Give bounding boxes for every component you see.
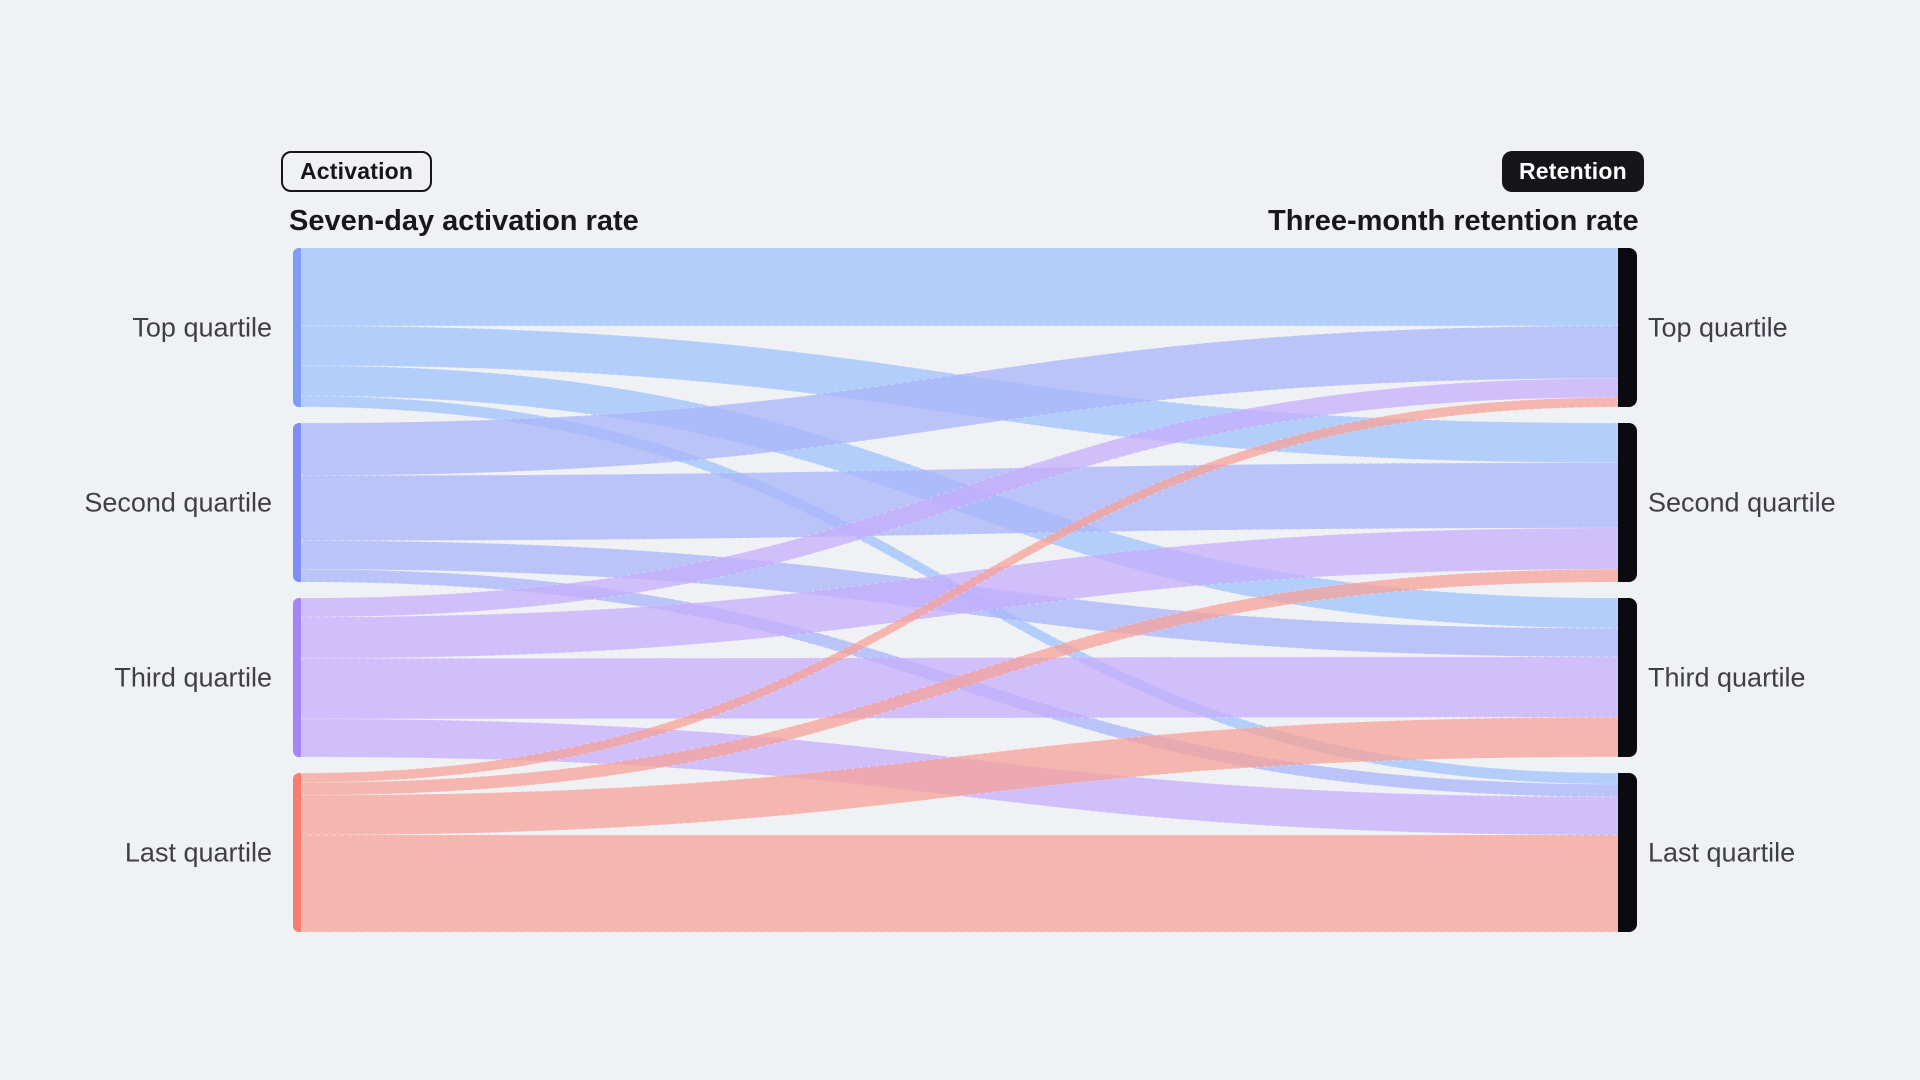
right-node-bar-1 bbox=[1618, 423, 1637, 582]
right-node-label-last-quartile: Last quartile bbox=[1648, 837, 1796, 867]
sankey-flow-3-0 bbox=[300, 396, 1619, 784]
left-axis-title: Seven-day activation rate bbox=[289, 205, 639, 237]
sankey-flow-0-0 bbox=[300, 247, 1619, 327]
left-node-label-second-quartile: Second quartile bbox=[84, 487, 272, 517]
right-axis-title: Three-month retention rate bbox=[1268, 205, 1639, 237]
left-node-bar-1 bbox=[293, 423, 301, 582]
sankey-flow-1-0 bbox=[300, 325, 1619, 476]
right-node-bar-2 bbox=[1618, 598, 1637, 757]
right-node-label-top-quartile: Top quartile bbox=[1648, 312, 1788, 342]
right-node-label-second-quartile: Second quartile bbox=[1648, 487, 1836, 517]
left-node-label-top-quartile: Top quartile bbox=[132, 312, 272, 342]
left-node-bar-2 bbox=[293, 598, 301, 757]
activation-legend-badge[interactable]: Activation bbox=[281, 151, 433, 192]
sankey-flow-3-3 bbox=[300, 834, 1619, 933]
retention-legend-badge[interactable]: Retention bbox=[1502, 151, 1644, 192]
left-node-bar-3 bbox=[293, 773, 301, 932]
right-node-bar-3 bbox=[1618, 773, 1637, 932]
left-node-label-third-quartile: Third quartile bbox=[114, 662, 272, 692]
right-node-bar-0 bbox=[1618, 248, 1637, 407]
right-node-label-third-quartile: Third quartile bbox=[1648, 662, 1806, 692]
left-node-label-last-quartile: Last quartile bbox=[124, 837, 272, 867]
left-node-bar-0 bbox=[293, 248, 301, 407]
